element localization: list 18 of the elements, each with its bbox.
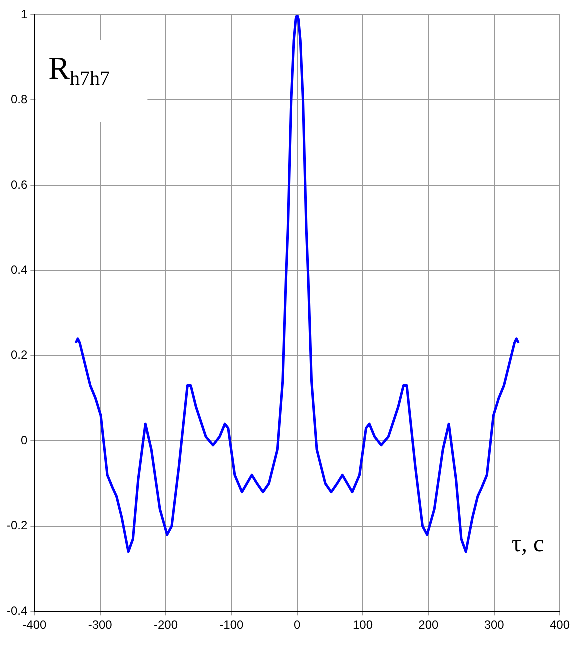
y-tick-label: -0.4 [6,604,28,618]
x-tick-label: 200 [418,618,439,632]
x-tick-label: 100 [352,618,374,632]
y-tick-label: 0.6 [10,178,28,192]
y-tick-label: 0.2 [10,348,28,362]
x-axis-title: τ, c [512,532,544,558]
y-tick-label: 0 [20,433,28,448]
x-tick-label: 300 [484,618,505,632]
y-tick-label: 0.8 [10,92,28,107]
x-tick-label: -100 [220,618,244,632]
x-tick-label: 0 [294,618,301,632]
y-tick-label: 1 [20,7,28,22]
y-tick-label: -0.2 [6,518,28,533]
x-tick-label: 400 [550,618,570,632]
x-tick-label: -200 [154,618,178,632]
x-tick-label: -300 [88,618,113,632]
y-tick-label: 0.4 [10,263,28,277]
x-tick-label: -400 [22,618,48,632]
